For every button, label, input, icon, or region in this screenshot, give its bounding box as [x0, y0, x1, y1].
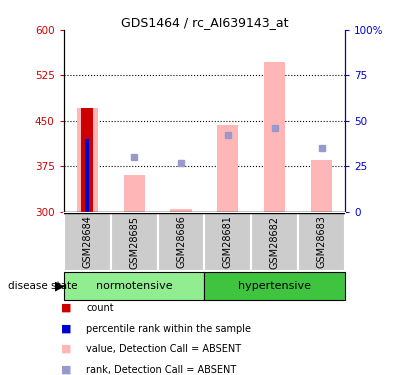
- Bar: [311, 160, 332, 212]
- Text: normotensive: normotensive: [96, 281, 172, 291]
- Bar: [264, 62, 285, 212]
- Bar: [111, 213, 157, 271]
- Text: ■: ■: [60, 303, 71, 313]
- Text: value, Detection Call = ABSENT: value, Detection Call = ABSENT: [86, 344, 241, 354]
- Text: GSM28686: GSM28686: [176, 216, 186, 268]
- Text: disease state: disease state: [8, 281, 78, 291]
- Text: GSM28682: GSM28682: [270, 216, 280, 268]
- Text: GSM28684: GSM28684: [82, 216, 92, 268]
- Text: GSM28681: GSM28681: [223, 216, 233, 268]
- Text: GSM28683: GSM28683: [317, 216, 327, 268]
- Bar: [81, 108, 93, 212]
- Bar: [157, 213, 205, 271]
- Title: GDS1464 / rc_AI639143_at: GDS1464 / rc_AI639143_at: [121, 16, 288, 29]
- Bar: [85, 139, 89, 212]
- Bar: [76, 108, 98, 212]
- Bar: [124, 176, 145, 212]
- Text: count: count: [86, 303, 114, 313]
- Text: percentile rank within the sample: percentile rank within the sample: [86, 324, 251, 333]
- Text: rank, Detection Call = ABSENT: rank, Detection Call = ABSENT: [86, 365, 237, 375]
- Bar: [205, 272, 345, 300]
- Bar: [64, 272, 205, 300]
- Text: ■: ■: [60, 344, 71, 354]
- Bar: [217, 125, 238, 212]
- Text: ■: ■: [60, 324, 71, 333]
- Bar: [298, 213, 345, 271]
- Bar: [64, 213, 111, 271]
- Text: ■: ■: [60, 365, 71, 375]
- Text: GSM28685: GSM28685: [129, 216, 139, 268]
- Text: ▶: ▶: [55, 280, 65, 293]
- Bar: [205, 213, 252, 271]
- Text: hypertensive: hypertensive: [238, 281, 312, 291]
- Bar: [171, 209, 192, 212]
- Bar: [252, 213, 298, 271]
